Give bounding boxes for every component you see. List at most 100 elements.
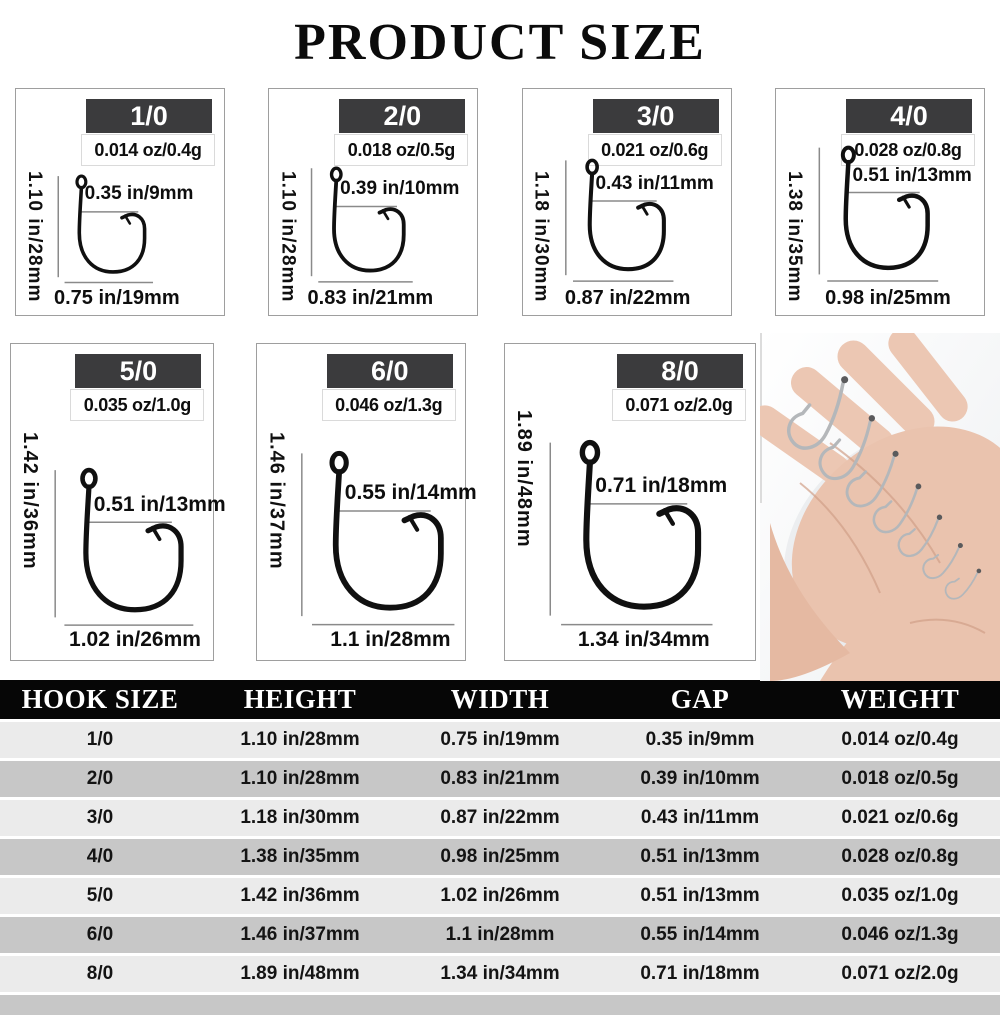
table-cell: 6/0 bbox=[86, 924, 114, 946]
weight-value: 0.018 oz/0.5g bbox=[334, 134, 469, 167]
table-cell: 1.46 in/37mm bbox=[240, 924, 360, 946]
table-cell: 1/0 bbox=[86, 729, 114, 751]
width-label: 0.75 in/19mm bbox=[54, 287, 180, 310]
size-table: HOOK SIZE HEIGHT WIDTH GAP WEIGHT 1/0 1.… bbox=[0, 680, 1000, 1015]
table-cell: 0.83 in/21mm bbox=[440, 768, 560, 790]
hook-diagram: 1.38 in/35mm 0.51 in/13mm 0.98 in/25mm bbox=[776, 145, 984, 315]
table-cell: 0.035 oz/1.0g bbox=[841, 885, 959, 907]
table-cell: 0.021 oz/0.6g bbox=[841, 807, 959, 829]
weight-value: 0.046 oz/1.3g bbox=[321, 389, 456, 422]
table-cell: 1.18 in/30mm bbox=[240, 807, 360, 829]
height-label: 1.18 in/30mm bbox=[530, 171, 552, 303]
size-card: 3/0 0.021 oz/0.6g 1.18 in/30mm 0.43 in/1… bbox=[521, 88, 732, 317]
width-label: 1.34 in/34mm bbox=[577, 628, 710, 652]
table-cell: 0.046 oz/1.3g bbox=[841, 924, 959, 946]
size-card: 5/0 0.035 oz/1.0g 1.42 in/36mm 0.51 in/1… bbox=[10, 343, 226, 662]
table-cell: 1.38 in/35mm bbox=[240, 846, 360, 868]
height-label: 1.38 in/35mm bbox=[783, 171, 805, 303]
table-cell: 0.55 in/14mm bbox=[640, 924, 760, 946]
weight-value: 0.071 oz/2.0g bbox=[612, 389, 746, 422]
size-badge: 1/0 bbox=[86, 99, 212, 134]
size-card: 6/0 0.046 oz/1.3g 1.46 in/37mm 0.55 in/1… bbox=[256, 343, 477, 662]
gap-label: 0.51 in/13mm bbox=[93, 492, 226, 516]
page-title: PRODUCT SIZE bbox=[294, 14, 706, 71]
table-cell: 0.35 in/9mm bbox=[645, 729, 755, 751]
table-row: 4/0 1.38 in/35mm 0.98 in/25mm 0.51 in/13… bbox=[0, 839, 1000, 876]
card-row-1: 1/0 0.014 oz/0.4g 1.10 in/28mm 0.35 in/9… bbox=[15, 88, 985, 317]
hook-icon bbox=[54, 174, 172, 286]
height-label: 1.89 in/48mm bbox=[512, 410, 535, 548]
hook-icon bbox=[307, 166, 433, 285]
width-label: 1.1 in/28mm bbox=[330, 628, 451, 652]
table-cell: 1.42 in/36mm bbox=[240, 885, 360, 907]
size-card: 1/0 0.014 oz/0.4g 1.10 in/28mm 0.35 in/9… bbox=[15, 88, 225, 317]
table-bottom-strip bbox=[0, 995, 1000, 1015]
table-cell: 1.34 in/34mm bbox=[440, 963, 560, 985]
table-header-cell: WIDTH bbox=[450, 684, 550, 715]
hand-with-hooks-photo bbox=[749, 328, 1000, 682]
gap-label: 0.51 in/13mm bbox=[852, 164, 972, 186]
hook-icon bbox=[561, 159, 695, 285]
table-cell: 0.028 oz/0.8g bbox=[841, 846, 959, 868]
table-cell: 0.014 oz/0.4g bbox=[841, 729, 959, 751]
hook-icon bbox=[814, 145, 962, 285]
size-badge: 4/0 bbox=[845, 99, 972, 134]
size-badge: 2/0 bbox=[339, 99, 466, 134]
table-cell: 0.51 in/13mm bbox=[640, 846, 760, 868]
width-label: 0.83 in/21mm bbox=[307, 287, 434, 310]
table-cell: 0.018 oz/0.5g bbox=[841, 768, 959, 790]
size-badge: 6/0 bbox=[326, 354, 453, 389]
table-cell: 1.02 in/26mm bbox=[440, 885, 560, 907]
height-label: 1.10 in/28mm bbox=[24, 171, 45, 303]
table-cell: 0.98 in/25mm bbox=[440, 846, 560, 868]
width-label: 0.98 in/25mm bbox=[825, 287, 951, 310]
weight-value: 0.035 oz/1.0g bbox=[70, 389, 205, 422]
table-cell: 5/0 bbox=[86, 885, 114, 907]
table-cell: 1.89 in/48mm bbox=[240, 963, 360, 985]
size-badge: 3/0 bbox=[592, 99, 719, 134]
hand-photo-illustration bbox=[749, 328, 1000, 682]
weight-value: 0.028 oz/0.8g bbox=[840, 134, 975, 167]
hook-diagram: 1.42 in/36mm 0.51 in/13mm 1.02 in/26mm bbox=[11, 428, 226, 660]
table-row: 6/0 1.46 in/37mm 1.1 in/28mm 0.55 in/14m… bbox=[0, 917, 1000, 954]
gap-label: 0.35 in/9mm bbox=[84, 183, 194, 205]
table-cell: 1.1 in/28mm bbox=[445, 924, 555, 946]
hook-diagram: 1.10 in/28mm 0.39 in/10mm 0.83 in/21mm bbox=[269, 166, 477, 315]
table-header-cell: HEIGHT bbox=[243, 684, 357, 715]
hook-diagram: 1.89 in/48mm 0.71 in/18mm 1.34 in/34mm bbox=[505, 406, 755, 660]
table-row: 8/0 1.89 in/48mm 1.34 in/34mm 0.71 in/18… bbox=[0, 956, 1000, 993]
hook-diagram: 1.18 in/30mm 0.43 in/11mm 0.87 in/22mm bbox=[523, 159, 731, 315]
table-header-cell: GAP bbox=[670, 684, 730, 715]
table-header-row: HOOK SIZE HEIGHT WIDTH GAP WEIGHT bbox=[0, 680, 1000, 720]
gap-label: 0.55 in/14mm bbox=[344, 481, 477, 505]
table-cell: 1.10 in/28mm bbox=[240, 729, 360, 751]
width-label: 0.87 in/22mm bbox=[564, 287, 691, 310]
card-row-2: 5/0 0.035 oz/1.0g 1.42 in/36mm 0.51 in/1… bbox=[10, 328, 1000, 682]
width-label: 1.02 in/26mm bbox=[69, 628, 201, 652]
table-cell: 0.87 in/22mm bbox=[440, 807, 560, 829]
height-label: 1.42 in/36mm bbox=[19, 432, 41, 570]
table-cell: 0.43 in/11mm bbox=[640, 807, 760, 829]
gap-label: 0.39 in/10mm bbox=[340, 178, 460, 200]
table-row: 5/0 1.42 in/36mm 1.02 in/26mm 0.51 in/13… bbox=[0, 878, 1000, 915]
table-cell: 2/0 bbox=[86, 768, 114, 790]
table-cell: 1.10 in/28mm bbox=[240, 768, 360, 790]
height-label: 1.46 in/37mm bbox=[265, 432, 288, 570]
size-card: 8/0 0.071 oz/2.0g 1.89 in/48mm 0.71 in/1… bbox=[503, 343, 756, 662]
hook-icon bbox=[543, 440, 745, 630]
weight-value: 0.014 oz/0.4g bbox=[81, 134, 215, 167]
size-card: 2/0 0.018 oz/0.5g 1.10 in/28mm 0.39 in/1… bbox=[268, 88, 479, 317]
hook-diagram: 1.46 in/37mm 0.55 in/14mm 1.1 in/28mm bbox=[257, 428, 476, 660]
gap-label: 0.71 in/18mm bbox=[595, 473, 728, 497]
hook-icon bbox=[295, 451, 485, 630]
table-cell: 3/0 bbox=[86, 807, 114, 829]
table-row: 2/0 1.10 in/28mm 0.83 in/21mm 0.39 in/10… bbox=[0, 761, 1000, 798]
table-header-cell: HOOK SIZE bbox=[21, 684, 179, 715]
table-row: 1/0 1.10 in/28mm 0.75 in/19mm 0.35 in/9m… bbox=[0, 722, 1000, 759]
hook-icon bbox=[49, 468, 221, 630]
gap-label: 0.43 in/11mm bbox=[595, 173, 714, 195]
hook-diagram: 1.10 in/28mm 0.35 in/9mm 0.75 in/19mm bbox=[16, 167, 224, 315]
weight-value: 0.021 oz/0.6g bbox=[587, 134, 722, 167]
table-cell: 8/0 bbox=[86, 963, 114, 985]
size-card: 4/0 0.028 oz/0.8g 1.38 in/35mm 0.51 in/1… bbox=[774, 88, 985, 317]
